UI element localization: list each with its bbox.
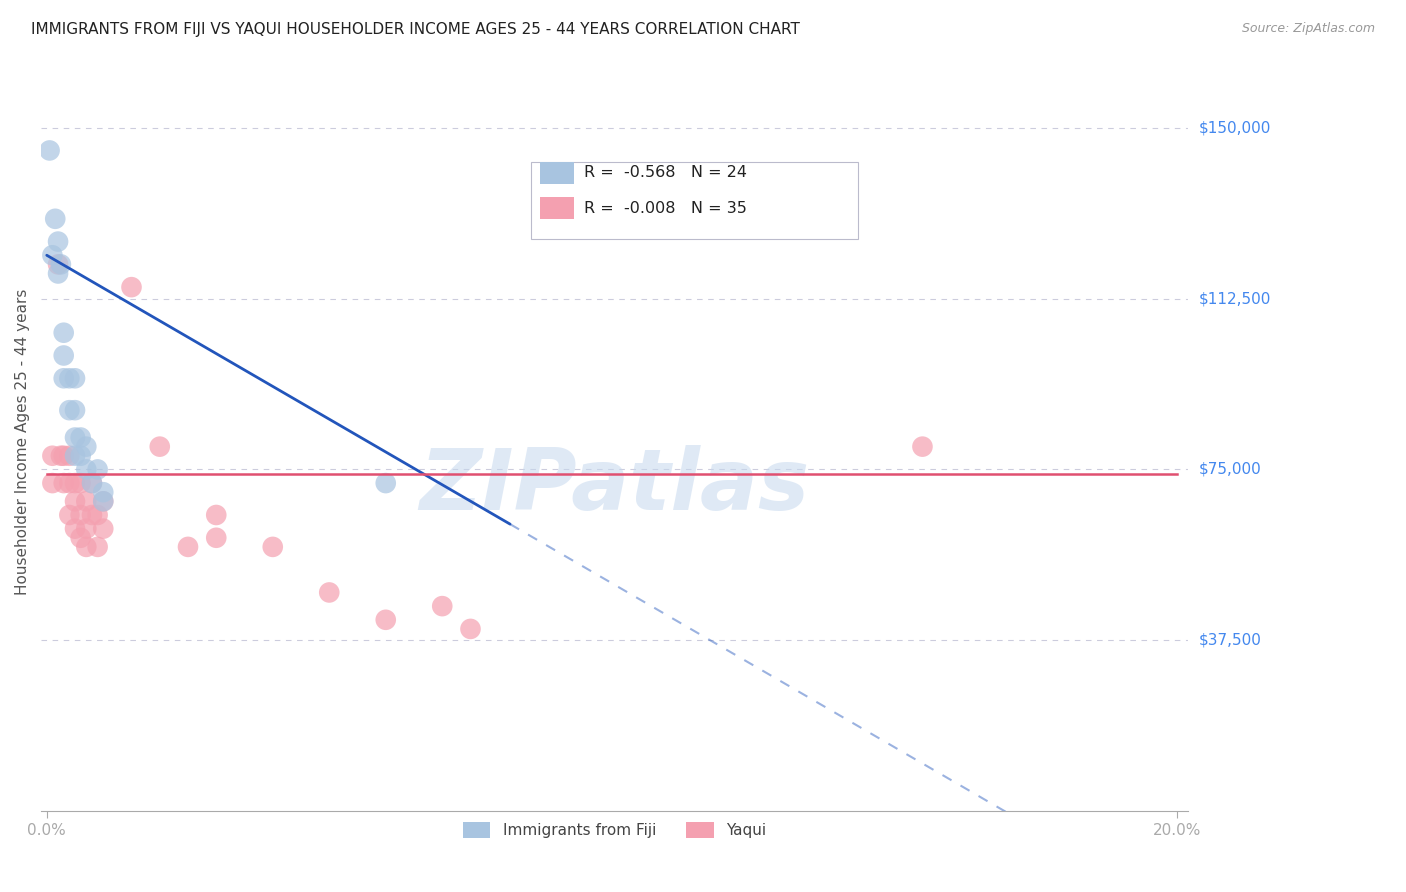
- Text: Source: ZipAtlas.com: Source: ZipAtlas.com: [1241, 22, 1375, 36]
- Point: [911, 440, 934, 454]
- Point: [80, 508, 103, 522]
- Point: [75, 440, 97, 454]
- Text: $75,000: $75,000: [1199, 462, 1261, 477]
- FancyBboxPatch shape: [531, 161, 858, 239]
- Legend: Immigrants from Fiji, Yaqui: Immigrants from Fiji, Yaqui: [457, 816, 772, 844]
- Text: R =  -0.568   N = 24: R = -0.568 N = 24: [583, 165, 747, 180]
- Text: $37,500: $37,500: [1199, 632, 1263, 648]
- Point: [91, 494, 114, 508]
- Point: [58, 371, 80, 385]
- Point: [52, 476, 75, 491]
- Point: [63, 494, 86, 508]
- Point: [63, 430, 86, 444]
- Point: [63, 371, 86, 385]
- Text: IMMIGRANTS FROM FIJI VS YAQUI HOUSEHOLDER INCOME AGES 25 - 44 YEARS CORRELATION : IMMIGRANTS FROM FIJI VS YAQUI HOUSEHOLDE…: [31, 22, 800, 37]
- Text: R =  -0.008   N = 35: R = -0.008 N = 35: [583, 201, 747, 216]
- Point: [63, 449, 86, 463]
- Point: [75, 540, 97, 554]
- Point: [91, 522, 114, 536]
- Point: [374, 613, 396, 627]
- FancyBboxPatch shape: [540, 197, 575, 219]
- Point: [80, 476, 103, 491]
- Point: [69, 531, 91, 545]
- Point: [49, 257, 72, 271]
- Point: [432, 599, 454, 614]
- Point: [41, 248, 63, 262]
- Point: [75, 494, 97, 508]
- Point: [41, 476, 63, 491]
- Point: [52, 371, 75, 385]
- Text: $150,000: $150,000: [1199, 120, 1271, 136]
- Point: [205, 508, 228, 522]
- Point: [46, 257, 69, 271]
- Point: [69, 476, 91, 491]
- Point: [63, 403, 86, 417]
- Point: [52, 326, 75, 340]
- Point: [58, 476, 80, 491]
- Point: [46, 267, 69, 281]
- FancyBboxPatch shape: [540, 161, 575, 184]
- Point: [69, 449, 91, 463]
- Point: [58, 449, 80, 463]
- Text: $112,500: $112,500: [1199, 291, 1271, 306]
- Point: [121, 280, 143, 294]
- Point: [177, 540, 200, 554]
- Point: [86, 540, 108, 554]
- Point: [91, 494, 114, 508]
- Point: [86, 508, 108, 522]
- Point: [44, 211, 66, 226]
- Point: [80, 476, 103, 491]
- Point: [52, 449, 75, 463]
- Point: [49, 449, 72, 463]
- Text: ZIPatlas: ZIPatlas: [419, 445, 810, 528]
- Point: [46, 235, 69, 249]
- Point: [63, 522, 86, 536]
- Point: [374, 476, 396, 491]
- Point: [69, 430, 91, 444]
- Point: [75, 522, 97, 536]
- Point: [38, 144, 60, 158]
- Point: [75, 462, 97, 476]
- Point: [460, 622, 482, 636]
- Point: [262, 540, 284, 554]
- Point: [58, 508, 80, 522]
- Point: [63, 476, 86, 491]
- Point: [86, 462, 108, 476]
- Point: [318, 585, 340, 599]
- Point: [69, 508, 91, 522]
- Point: [58, 403, 80, 417]
- Y-axis label: Householder Income Ages 25 - 44 years: Householder Income Ages 25 - 44 years: [15, 289, 30, 595]
- Point: [41, 449, 63, 463]
- Point: [91, 485, 114, 500]
- Point: [52, 349, 75, 363]
- Point: [205, 531, 228, 545]
- Point: [149, 440, 172, 454]
